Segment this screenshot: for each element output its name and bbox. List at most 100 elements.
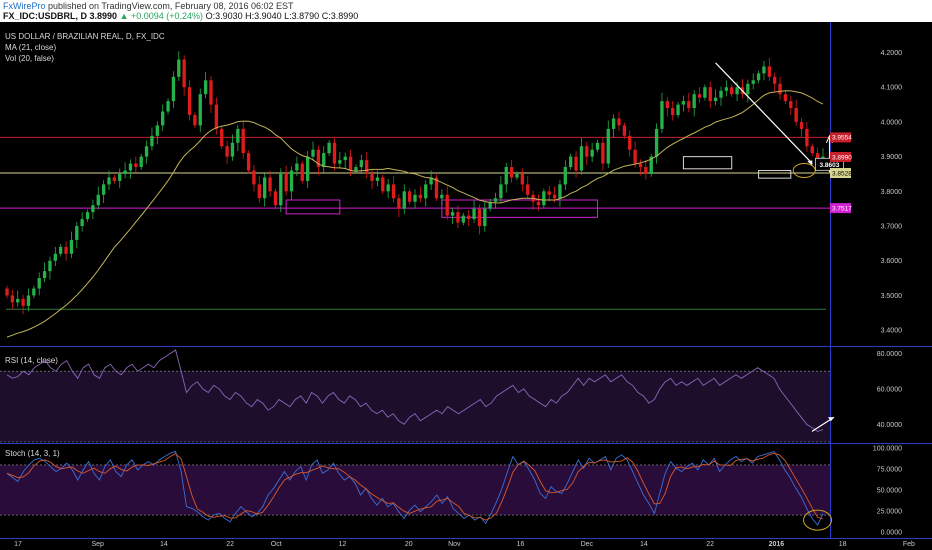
candle-body (263, 177, 267, 199)
candle-body (171, 76, 176, 102)
price-pane[interactable]: 3.8603 (0, 51, 844, 338)
candle-body (359, 160, 363, 168)
candle-body (526, 184, 530, 195)
candle-body (69, 239, 74, 254)
stoch-axis-tick: 75.0000 (877, 467, 902, 474)
candle-body (815, 153, 820, 161)
candle-body (80, 219, 84, 227)
candle-body (638, 163, 643, 168)
price-tag-label: 3.9554 (832, 135, 852, 142)
rsi-axis-tick: 80.0000 (877, 351, 902, 358)
candle-body (397, 198, 401, 209)
time-axis-tick: 14 (160, 541, 168, 548)
candle-body (209, 80, 213, 105)
candle-body (139, 156, 143, 168)
time-axis-tick: 17 (14, 541, 22, 548)
publish-info: FxWirePro published on TradingView.com, … (3, 1, 294, 11)
price-tag-bg (830, 151, 851, 162)
annotation-label: 3.8603 (819, 162, 839, 169)
candle-body (445, 194, 449, 216)
candle-body (32, 288, 36, 296)
candle-body (547, 191, 551, 195)
candle-body (622, 125, 627, 136)
candle-body (279, 173, 283, 206)
candle-body (789, 101, 793, 109)
candle-body (579, 146, 584, 171)
candle-body (252, 170, 256, 185)
price-change: ▲ +0.0094 (+0.24%) (119, 11, 204, 21)
candle-body (316, 149, 321, 168)
candle-body (64, 246, 68, 254)
symbol-quote: FX_IDC:USDBRL, D 3.8990 ▲ +0.0094 (+0.24… (3, 11, 358, 21)
price-tag-bg (830, 203, 851, 214)
candle-body (268, 177, 272, 192)
candle-body (48, 260, 52, 272)
candle-body (391, 184, 396, 199)
price-tag-label: 3.8990 (832, 154, 852, 161)
candle-body (676, 104, 680, 116)
candle-body (660, 101, 664, 129)
candle-body (370, 173, 374, 181)
arrow-head (807, 160, 813, 166)
candle-body (424, 184, 428, 199)
stoch-band (0, 464, 830, 516)
candle-body (563, 167, 567, 185)
brand-name[interactable]: FxWirePro (3, 1, 46, 11)
candle-body (509, 167, 514, 178)
candle-body (542, 191, 546, 206)
price-axis-tick: 3.5000 (881, 293, 903, 300)
candle-body (649, 156, 653, 174)
candle-body (483, 208, 487, 227)
stoch-d-line (6, 452, 824, 521)
candle-body (236, 128, 240, 143)
rsi-line (6, 349, 824, 432)
candle-body (187, 87, 192, 116)
price-axis-tick: 3.9000 (881, 154, 903, 161)
candle-body (112, 177, 117, 181)
stoch-axis-tick: 0.0000 (881, 529, 903, 536)
candle-body (257, 184, 261, 199)
open-value: O:3.9030 (205, 11, 243, 21)
price-tag-bg (830, 132, 851, 143)
time-axis-tick: Oct (271, 541, 282, 548)
candle-body (456, 212, 460, 223)
candle-body (220, 128, 224, 147)
ma-legend: MA (21, close) (5, 43, 56, 52)
candle-body (746, 83, 750, 95)
candle-body (338, 160, 342, 164)
rsi-pane[interactable] (6, 349, 835, 432)
candle-body (322, 153, 326, 168)
rsi-axis-tick: 60.0000 (877, 386, 902, 393)
rsi-legend: RSI (14, close) (5, 356, 58, 365)
trend-arrow (715, 62, 813, 164)
ohlc-values: O:3.9030 H:3.9040 L:3.8790 C:3.8990 (206, 11, 359, 21)
time-axis-tick: 18 (839, 541, 847, 548)
candle-body (499, 184, 503, 199)
chart-canvas[interactable]: 3.8603 4.2000 4.1000 4.0000 3.9000 3.8000 3.7… (0, 22, 932, 550)
candle-body (96, 194, 100, 206)
rsi-axis-tick: 40.0000 (877, 422, 902, 429)
candle-body (343, 156, 347, 161)
candle-body (515, 173, 519, 178)
stoch-axis-tick: 50.0000 (877, 488, 902, 495)
candle-body (241, 128, 245, 154)
highlight-box (682, 156, 733, 170)
candle-body (429, 177, 433, 185)
candle-body (386, 184, 390, 192)
candle-body (574, 156, 578, 171)
candle-body (311, 149, 315, 157)
highlight-box (441, 199, 599, 218)
price-tag-label: 3.7517 (832, 205, 852, 212)
candle-body (5, 288, 9, 296)
candle-body (155, 125, 159, 136)
candle-body (284, 173, 288, 192)
rsi-band (0, 371, 830, 442)
stoch-legend: Stoch (14, 3, 1) (5, 449, 60, 458)
candle-body (493, 198, 498, 202)
candle-body (585, 146, 589, 157)
stoch-pane[interactable] (6, 450, 833, 531)
price-axis-tick: 3.7000 (881, 224, 903, 231)
time-axis-tick: 2016 (769, 541, 785, 548)
candle-body (134, 163, 138, 168)
candle-body (628, 135, 632, 150)
